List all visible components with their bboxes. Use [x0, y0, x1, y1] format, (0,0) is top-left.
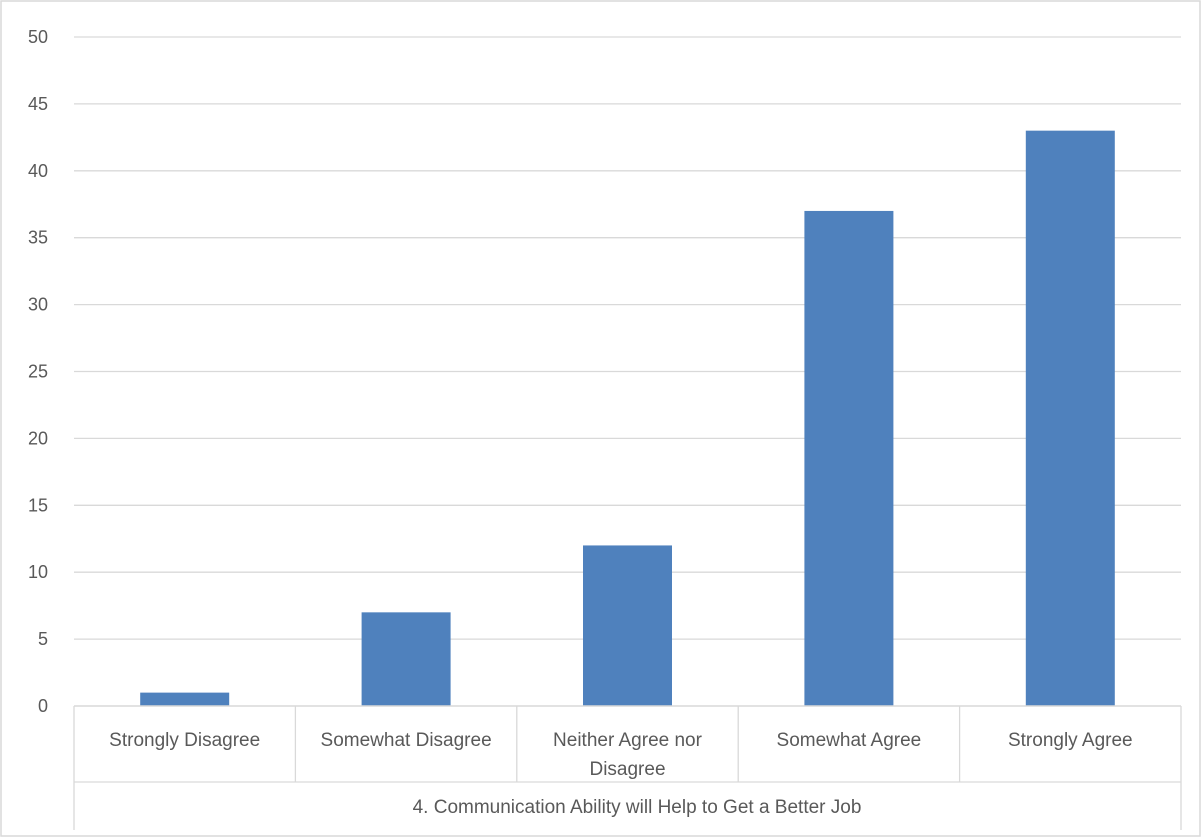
y-tick-label-10: 10: [28, 562, 48, 582]
gridlines: [74, 36, 1181, 640]
bar-1: [361, 612, 451, 706]
y-tick-label-25: 25: [28, 362, 48, 382]
y-tick-label-40: 40: [28, 161, 48, 181]
bar-4: [1025, 130, 1115, 706]
bar-3: [804, 210, 894, 706]
bar-0: [140, 692, 230, 706]
y-tick-label-0: 0: [38, 696, 48, 716]
x-axis: [73, 705, 1182, 830]
y-tick-label-30: 30: [28, 295, 48, 315]
x-tick-label-4: Strongly Agree: [1008, 730, 1133, 751]
y-tick-label-20: 20: [28, 428, 48, 448]
x-tick-label-2: Neither Agree nor Disagree: [553, 730, 703, 780]
x-tick-label-3: Somewhat Agree: [777, 730, 922, 751]
y-tick-label-5: 5: [38, 629, 48, 649]
y-tick-label-35: 35: [28, 228, 48, 248]
x-tick-label-0: Strongly Disagree: [109, 730, 260, 751]
bar-2: [583, 545, 672, 706]
y-tick-label-15: 15: [28, 495, 48, 515]
y-tick-label-50: 50: [28, 27, 48, 47]
y-tick-label-45: 45: [28, 94, 48, 114]
x-tick-label-1: Somewhat Disagree: [321, 730, 492, 751]
bars: [140, 130, 1115, 706]
x-axis-category-labels: Strongly Disagree Somewhat Disagree Neithe…: [109, 730, 1132, 780]
y-axis-tick-labels: 0 5 10 15 20 25 30 35 40 45 50: [28, 27, 48, 716]
category-group-label: 4. Communication Ability will Help to Ge…: [413, 797, 862, 818]
